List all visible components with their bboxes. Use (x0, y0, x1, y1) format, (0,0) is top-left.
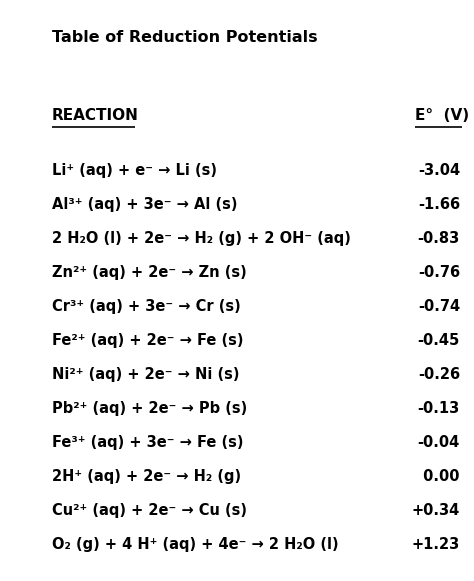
Text: Al³⁺ (aq) + 3e⁻ → Al (s): Al³⁺ (aq) + 3e⁻ → Al (s) (52, 197, 237, 212)
Text: REACTION: REACTION (52, 108, 139, 123)
Text: Cu²⁺ (aq) + 2e⁻ → Cu (s): Cu²⁺ (aq) + 2e⁻ → Cu (s) (52, 503, 247, 518)
Text: O₂ (g) + 4 H⁺ (aq) + 4e⁻ → 2 H₂O (l): O₂ (g) + 4 H⁺ (aq) + 4e⁻ → 2 H₂O (l) (52, 537, 338, 552)
Text: -1.66: -1.66 (418, 197, 460, 212)
Text: -0.04: -0.04 (418, 435, 460, 450)
Text: -0.45: -0.45 (418, 333, 460, 348)
Text: -0.13: -0.13 (418, 401, 460, 416)
Text: -0.76: -0.76 (418, 265, 460, 280)
Text: Cr³⁺ (aq) + 3e⁻ → Cr (s): Cr³⁺ (aq) + 3e⁻ → Cr (s) (52, 299, 241, 314)
Text: Fe³⁺ (aq) + 3e⁻ → Fe (s): Fe³⁺ (aq) + 3e⁻ → Fe (s) (52, 435, 244, 450)
Text: 2H⁺ (aq) + 2e⁻ → H₂ (g): 2H⁺ (aq) + 2e⁻ → H₂ (g) (52, 469, 241, 484)
Text: Pb²⁺ (aq) + 2e⁻ → Pb (s): Pb²⁺ (aq) + 2e⁻ → Pb (s) (52, 401, 247, 416)
Text: -0.83: -0.83 (418, 231, 460, 246)
Text: Fe²⁺ (aq) + 2e⁻ → Fe (s): Fe²⁺ (aq) + 2e⁻ → Fe (s) (52, 333, 244, 348)
Text: Ni²⁺ (aq) + 2e⁻ → Ni (s): Ni²⁺ (aq) + 2e⁻ → Ni (s) (52, 367, 239, 382)
Text: -0.26: -0.26 (418, 367, 460, 382)
Text: -3.04: -3.04 (418, 163, 460, 178)
Text: Table of Reduction Potentials: Table of Reduction Potentials (52, 30, 318, 45)
Text: Li⁺ (aq) + e⁻ → Li (s): Li⁺ (aq) + e⁻ → Li (s) (52, 163, 217, 178)
Text: 0.00: 0.00 (419, 469, 460, 484)
Text: -0.74: -0.74 (418, 299, 460, 314)
Text: +0.34: +0.34 (412, 503, 460, 518)
Text: E°  (V): E° (V) (415, 108, 469, 123)
Text: Zn²⁺ (aq) + 2e⁻ → Zn (s): Zn²⁺ (aq) + 2e⁻ → Zn (s) (52, 265, 247, 280)
Text: +1.23: +1.23 (412, 537, 460, 552)
Text: 2 H₂O (l) + 2e⁻ → H₂ (g) + 2 OH⁻ (aq): 2 H₂O (l) + 2e⁻ → H₂ (g) + 2 OH⁻ (aq) (52, 231, 351, 246)
